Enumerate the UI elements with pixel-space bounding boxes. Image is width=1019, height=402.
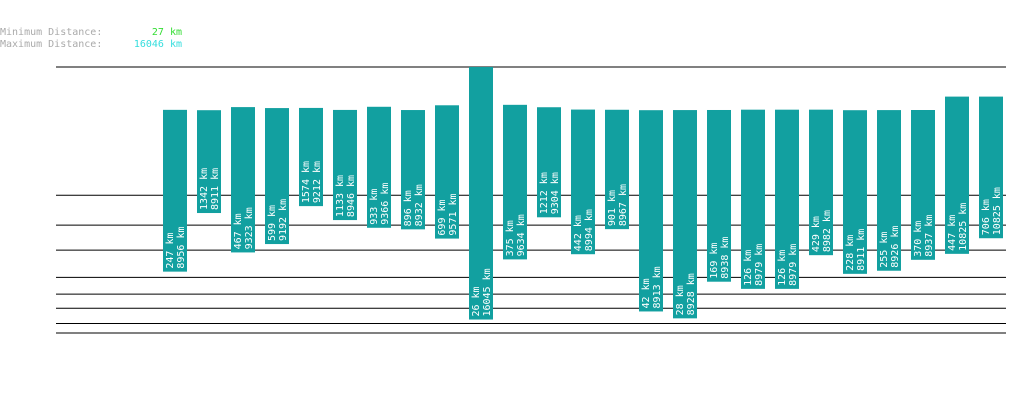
high-label: 8911 km: [210, 168, 221, 210]
bar: [911, 110, 935, 260]
low-label: 429 km: [811, 216, 822, 252]
low-label: 169 km: [709, 243, 720, 279]
bar: [333, 109, 357, 221]
high-label: 8979 km: [754, 244, 765, 286]
min-summary-label: Minimum Distance:: [0, 27, 102, 38]
low-label: 467 km: [233, 213, 244, 249]
bar: [673, 110, 697, 319]
low-label: 901 km: [607, 190, 618, 226]
low-label: 442 km: [573, 215, 584, 251]
low-label: 706 km: [981, 199, 992, 235]
high-label: 10825 km: [958, 203, 969, 251]
low-label: 126 km: [743, 250, 754, 286]
high-label: 8928 km: [686, 273, 697, 315]
high-label: 8982 km: [822, 210, 833, 252]
high-label: 8967 km: [618, 184, 629, 226]
low-label: 28 km: [675, 285, 686, 315]
low-label: 126 km: [777, 250, 788, 286]
low-label: 599 km: [267, 205, 278, 241]
high-label: 8913 km: [652, 266, 663, 308]
bar: [503, 104, 527, 260]
bar: [537, 107, 561, 218]
bar: [877, 110, 901, 271]
bar: [979, 96, 1003, 239]
high-label: 9192 km: [278, 199, 289, 241]
low-label: 1133 km: [335, 175, 346, 217]
high-label: 8979 km: [788, 244, 799, 286]
high-label: 10825 km: [992, 187, 1003, 235]
high-label: 9571 km: [448, 193, 459, 235]
bar: [639, 110, 663, 312]
bar: [843, 110, 867, 274]
bar: [571, 109, 595, 255]
min-summary-value: 27 km: [152, 27, 182, 38]
high-label: 8932 km: [414, 184, 425, 226]
high-label: 8938 km: [720, 237, 731, 279]
max-summary-value: 16046 km: [134, 39, 182, 50]
high-label: 9212 km: [312, 161, 323, 203]
low-label: 699 km: [437, 199, 448, 235]
high-label: 9366 km: [380, 183, 391, 225]
low-label: 370 km: [913, 221, 924, 257]
bar: [775, 109, 799, 289]
high-label: 9634 km: [516, 214, 527, 256]
high-label: 8994 km: [584, 209, 595, 251]
bar: [265, 108, 289, 245]
high-label: 8926 km: [890, 226, 901, 268]
bar: [945, 96, 969, 254]
bar: [605, 109, 629, 230]
low-label: 896 km: [403, 190, 414, 226]
low-label: 255 km: [879, 232, 890, 268]
high-label: 9323 km: [244, 207, 255, 249]
low-label: 26 km: [471, 286, 482, 316]
high-label: 8937 km: [924, 215, 935, 257]
low-label: 1212 km: [539, 172, 550, 214]
high-label: 8911 km: [856, 229, 867, 271]
low-label: 1574 km: [301, 161, 312, 203]
bar: [401, 110, 425, 230]
high-label: 8946 km: [346, 175, 357, 217]
bar: [231, 107, 255, 253]
low-label: 933 km: [369, 189, 380, 225]
bar: [707, 109, 731, 282]
bar: [197, 110, 221, 214]
low-label: 1342 km: [199, 168, 210, 210]
high-label: 9304 km: [550, 172, 561, 214]
low-label: 228 km: [845, 235, 856, 271]
bar: [469, 67, 493, 320]
bar: [435, 105, 459, 239]
low-label: 247 km: [165, 233, 176, 269]
low-label: 447 km: [947, 215, 958, 251]
high-label: 16045 km: [482, 268, 493, 316]
bar: [299, 107, 323, 207]
low-label: 42 km: [641, 278, 652, 308]
bar: [741, 109, 765, 289]
max-summary-label: Maximum Distance:: [0, 39, 102, 50]
low-label: 375 km: [505, 220, 516, 256]
bar: [163, 109, 187, 272]
bar: [809, 109, 833, 256]
bar: [367, 106, 391, 228]
high-label: 8956 km: [176, 226, 187, 268]
